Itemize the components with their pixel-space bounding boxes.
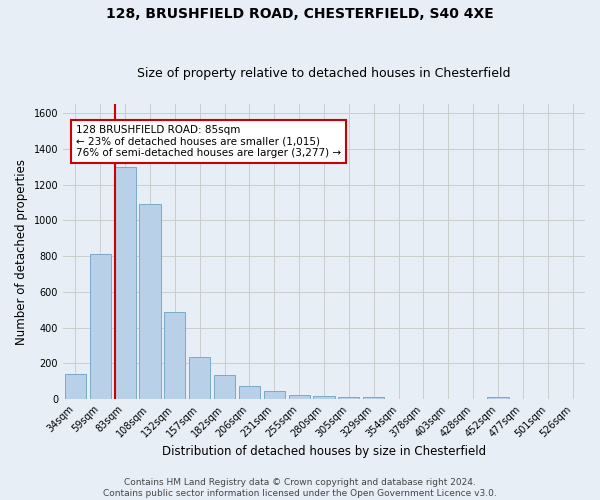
Title: Size of property relative to detached houses in Chesterfield: Size of property relative to detached ho… <box>137 66 511 80</box>
Bar <box>115 167 136 399</box>
X-axis label: Distribution of detached houses by size in Chesterfield: Distribution of detached houses by size … <box>162 444 486 458</box>
Text: Contains HM Land Registry data © Crown copyright and database right 2024.
Contai: Contains HM Land Registry data © Crown c… <box>103 478 497 498</box>
Text: 128, BRUSHFIELD ROAD, CHESTERFIELD, S40 4XE: 128, BRUSHFIELD ROAD, CHESTERFIELD, S40 … <box>106 8 494 22</box>
Bar <box>239 386 260 399</box>
Bar <box>90 254 111 399</box>
Bar <box>164 312 185 399</box>
Bar <box>214 375 235 399</box>
Bar <box>338 396 359 399</box>
Bar <box>65 374 86 399</box>
Text: 128 BRUSHFIELD ROAD: 85sqm
← 23% of detached houses are smaller (1,015)
76% of s: 128 BRUSHFIELD ROAD: 85sqm ← 23% of deta… <box>76 125 341 158</box>
Bar <box>289 394 310 399</box>
Bar <box>139 204 161 399</box>
Bar <box>363 396 384 399</box>
Bar <box>264 392 285 399</box>
Y-axis label: Number of detached properties: Number of detached properties <box>15 158 28 344</box>
Bar <box>313 396 335 399</box>
Bar <box>487 396 509 399</box>
Bar <box>189 357 211 399</box>
